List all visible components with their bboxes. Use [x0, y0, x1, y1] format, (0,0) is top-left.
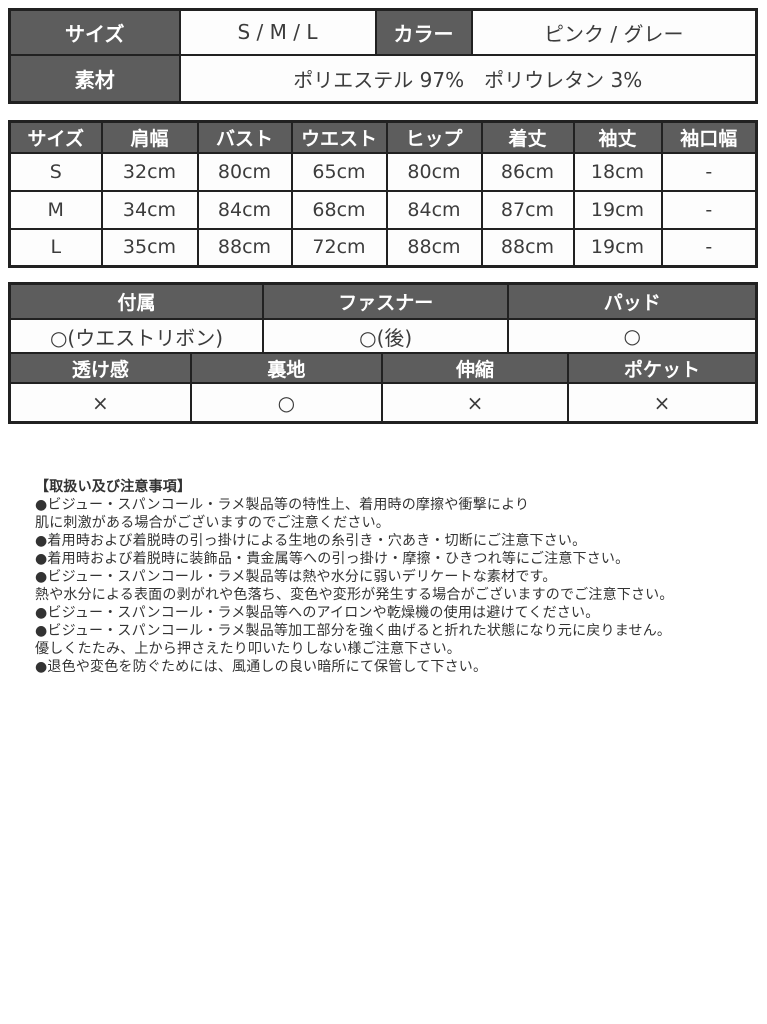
measurement-row-l: L 35cm 88cm 72cm 88cm 88cm 19cm - [8, 227, 758, 268]
col-header-size: サイズ [8, 120, 103, 154]
care-notes-title: 【取扱い及び注意事項】 [35, 479, 192, 495]
color-label: カラー [374, 8, 473, 56]
cell: M [8, 189, 103, 230]
care-note-line: 熱や水分による表面の剥がれや色落ち、変色や変形が発生する場合がございますのでご注… [35, 587, 674, 603]
pad-value: ○ [509, 318, 755, 352]
cell: 88cm [385, 227, 483, 268]
material-label: 素材 [8, 53, 181, 104]
care-note-line: ●ビジュー・スパンコール・ラメ製品等の特性上、着用時の摩擦や衝撃により [35, 497, 530, 513]
care-note-line: ●退色や変色を防ぐためには、風通しの良い暗所にて保管して下さい。 [35, 659, 488, 675]
measurements-table: サイズ 肩幅 バスト ウエスト ヒップ 着丈 袖丈 袖口幅 S 32cm 80c… [8, 120, 758, 268]
cell: 34cm [100, 189, 199, 230]
care-notes: 【取扱い及び注意事項】 ●ビジュー・スパンコール・ラメ製品等の特性上、着用時の摩… [35, 478, 732, 676]
cell: 32cm [100, 151, 199, 192]
cell: L [8, 227, 103, 268]
cell: 65cm [290, 151, 388, 192]
sheer-value: × [11, 382, 192, 421]
cell: S [8, 151, 103, 192]
cell: 86cm [480, 151, 575, 192]
cell: 72cm [290, 227, 388, 268]
cell: 80cm [196, 151, 293, 192]
cell: 88cm [480, 227, 575, 268]
features-block: 付属 ファスナー パッド ○(ウエストリボン) ○(後) ○ 透け感 裏地 伸縮… [8, 282, 758, 424]
col-header-hip: ヒップ [385, 120, 483, 154]
features-value-row-2: × ○ × × [11, 382, 755, 421]
features-header-row-2: 透け感 裏地 伸縮 ポケット [11, 352, 755, 382]
pocket-value: × [568, 382, 755, 421]
col-header-waist: ウエスト [290, 120, 388, 154]
sheer-header: 透け感 [11, 352, 192, 382]
col-header-cuff: 袖口幅 [660, 120, 758, 154]
care-note-line: ●ビジュー・スパンコール・ラメ製品等加工部分を強く曲げると折れた状態になり元に戻… [35, 623, 672, 639]
attachment-value: ○(ウエストリボン) [11, 318, 264, 352]
lining-header: 裏地 [191, 352, 383, 382]
product-spec-table: サイズ S / M / L カラー ピンク / グレー 素材 ポリエステル 97… [8, 8, 758, 104]
measurement-row-m: M 34cm 84cm 68cm 84cm 87cm 19cm - [8, 189, 758, 230]
care-note-line: 肌に刺激がある場合がございますのでご注意ください。 [35, 515, 390, 531]
care-note-line: ●着用時および着脱時に装飾品・貴金属等への引っ掛け・摩擦・ひきつれ等にご注意下さ… [35, 551, 630, 567]
col-header-bust: バスト [196, 120, 293, 154]
care-note-line: ●ビジュー・スパンコール・ラメ製品等は熱や水分に弱いデリケートな素材です。 [35, 569, 557, 585]
cell: 19cm [572, 189, 663, 230]
stretch-header: 伸縮 [382, 352, 569, 382]
features-header-row-1: 付属 ファスナー パッド [11, 285, 755, 318]
col-header-shoulder: 肩幅 [100, 120, 199, 154]
care-note-line: 優しくたたみ、上から押さえたり叩いたりしない様ご注意下さい。 [35, 641, 461, 657]
cell: 87cm [480, 189, 575, 230]
stretch-value: × [382, 382, 569, 421]
cell: 35cm [100, 227, 199, 268]
lining-value: ○ [191, 382, 383, 421]
care-note-line: ●着用時および着脱時の引っ掛けによる生地の糸引き・穴あき・切断にご注意下さい。 [35, 533, 587, 549]
col-header-length: 着丈 [480, 120, 575, 154]
pocket-header: ポケット [568, 352, 755, 382]
attachment-header: 付属 [11, 285, 264, 318]
care-note-line: ●ビジュー・スパンコール・ラメ製品等へのアイロンや乾燥機の使用は避けてください。 [35, 605, 600, 621]
measurement-row-s: S 32cm 80cm 65cm 80cm 86cm 18cm - [8, 151, 758, 192]
size-value: S / M / L [178, 8, 377, 56]
cell: - [660, 189, 758, 230]
pad-header: パッド [509, 285, 755, 318]
cell: 80cm [385, 151, 483, 192]
features-value-row-1: ○(ウエストリボン) ○(後) ○ [11, 318, 755, 352]
cell: 84cm [196, 189, 293, 230]
cell: 84cm [385, 189, 483, 230]
cell: 19cm [572, 227, 663, 268]
size-label: サイズ [8, 8, 181, 56]
fastener-header: ファスナー [263, 285, 510, 318]
fastener-value: ○(後) [263, 318, 510, 352]
cell: 88cm [196, 227, 293, 268]
cell: - [660, 151, 758, 192]
cell: - [660, 227, 758, 268]
col-header-sleeve: 袖丈 [572, 120, 663, 154]
cell: 68cm [290, 189, 388, 230]
material-value: ポリエステル 97% ポリウレタン 3% [178, 53, 758, 104]
color-value: ピンク / グレー [470, 8, 758, 56]
cell: 18cm [572, 151, 663, 192]
